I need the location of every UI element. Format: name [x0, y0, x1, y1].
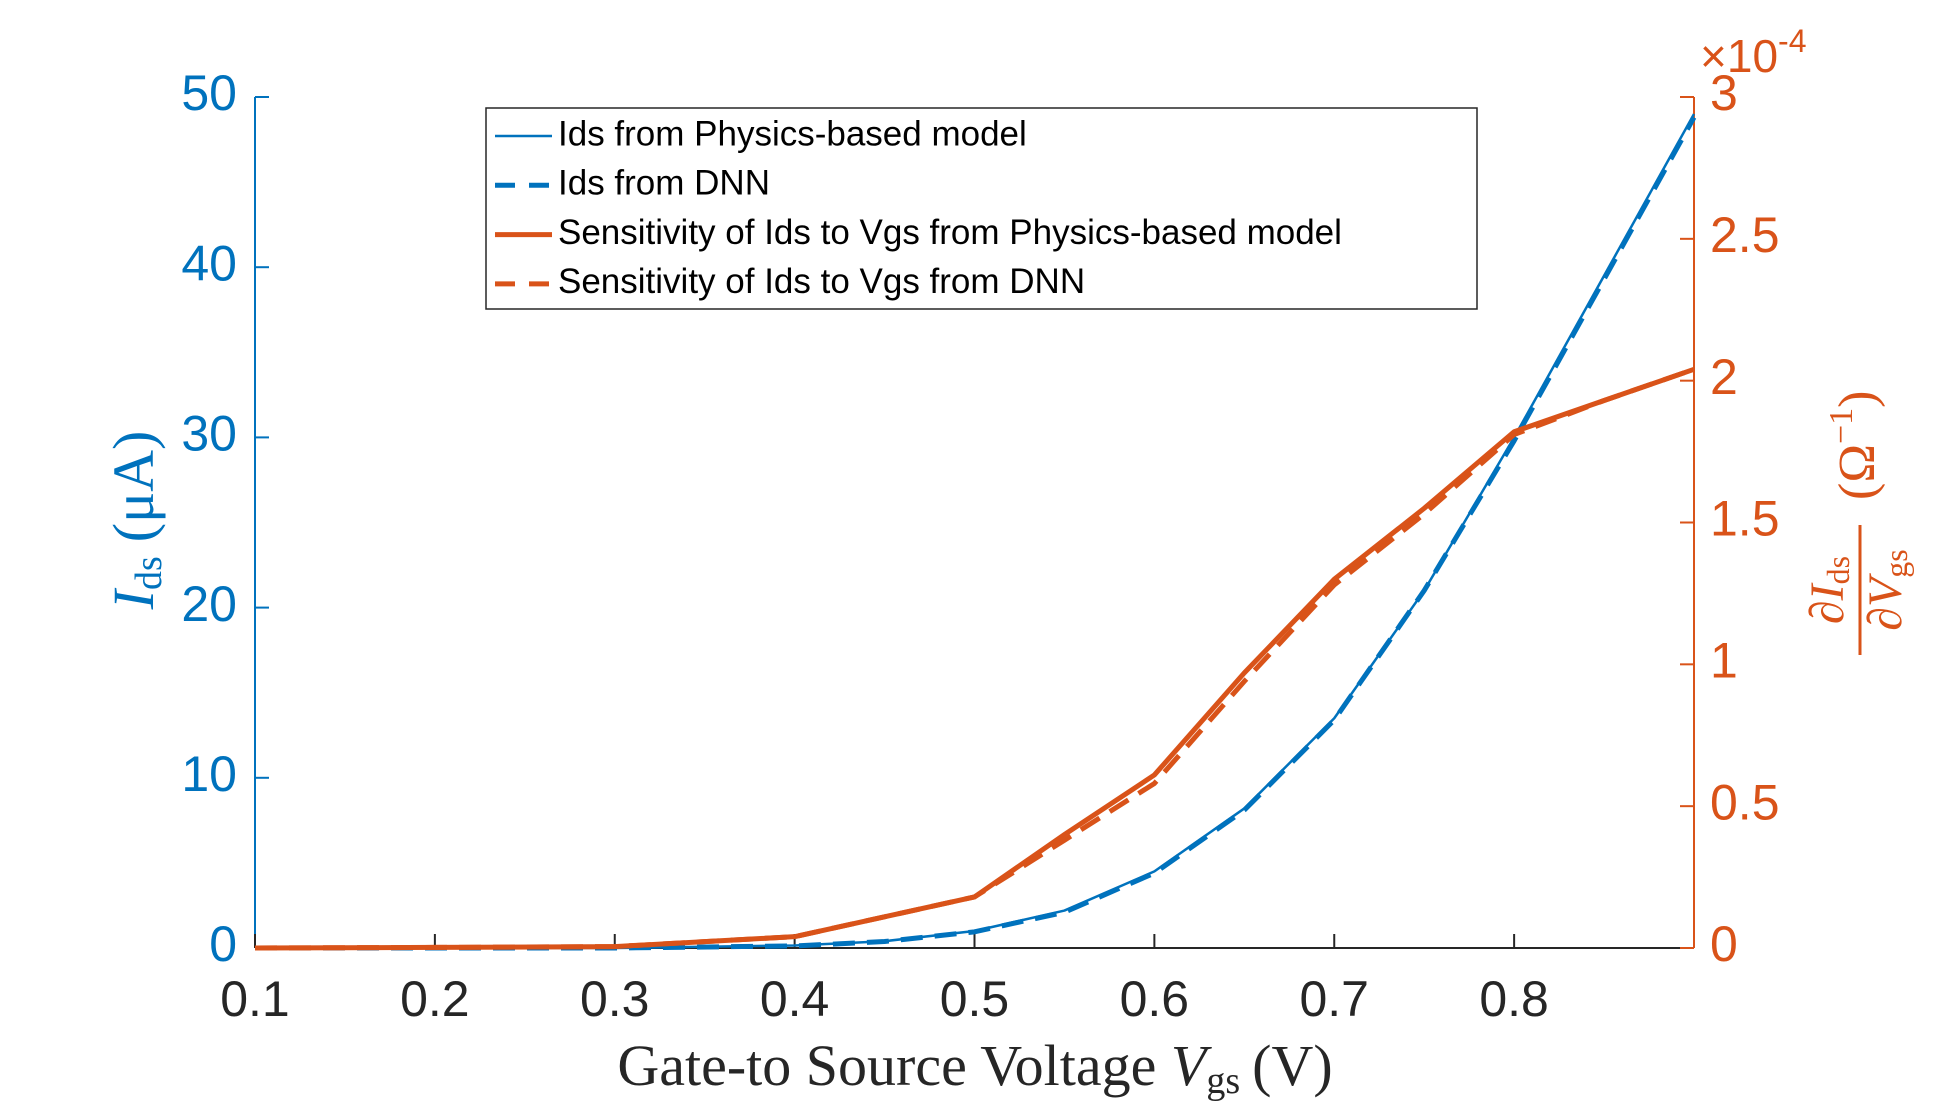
- x-tick-label: 0.3: [580, 971, 650, 1027]
- y-tick-label: 50: [181, 65, 237, 121]
- y2-denominator: ∂V: [1859, 573, 1912, 631]
- legend-label: Ids from Physics-based model: [558, 114, 1027, 153]
- x-axis-label: Gate-to Source Voltage Vgs (V): [617, 1033, 1332, 1101]
- legend-label: Ids from DNN: [558, 164, 770, 203]
- legend-box: [485, 107, 1478, 310]
- y-tick-label: 20: [181, 576, 237, 632]
- y-tick-label: 40: [181, 235, 237, 291]
- y2-tick-label: 3: [1710, 65, 1738, 121]
- y-axis-label: Ids (μA): [101, 431, 169, 611]
- legend-label: Sensitivity of Ids to Vgs from Physics-b…: [558, 213, 1342, 252]
- x-tick-label: 0.5: [940, 971, 1010, 1027]
- y-label-unit: (μA): [101, 431, 166, 543]
- legend: Ids from Physics-based model Ids from DNN…: [485, 107, 1478, 310]
- y2-tick-label: 1.5: [1710, 491, 1780, 547]
- y2-multiplier: ×10-4: [1700, 23, 1806, 82]
- y-label-subscript: ds: [128, 556, 170, 590]
- y2-label-numerator: ∂Ids: [1801, 556, 1856, 624]
- y2-unit-exp: −1: [1823, 408, 1860, 444]
- y2-tick-label: 0: [1710, 916, 1738, 972]
- x-label-text: Gate-to Source Voltage: [617, 1033, 1171, 1098]
- x-label-unit: (V): [1252, 1033, 1333, 1098]
- y-label-symbol: I: [101, 587, 166, 610]
- y2-numerator: ∂I: [1801, 582, 1854, 624]
- y2-unit: (Ω: [1829, 444, 1886, 500]
- y2-unit-close: ): [1829, 391, 1886, 408]
- x-tick-label: 0.4: [760, 971, 830, 1027]
- x-tick-label: 0.2: [400, 971, 470, 1027]
- multiplier-exp: -4: [1778, 23, 1806, 59]
- y2-tick-label: 2: [1710, 349, 1738, 405]
- y2-label-unit: (Ω−1): [1823, 391, 1886, 500]
- y2-tick-label: 2.5: [1710, 207, 1780, 263]
- y2-denominator-sub: gs: [1878, 549, 1914, 577]
- y-tick-label: 0: [209, 916, 237, 972]
- legend-label: Sensitivity of Ids to Vgs from DNN: [558, 262, 1085, 301]
- y2-tick-label: 1: [1710, 633, 1738, 689]
- x-label-symbol: V: [1171, 1033, 1213, 1098]
- x-tick-label: 0.6: [1120, 971, 1190, 1027]
- multiplier-base: ×10: [1700, 30, 1778, 82]
- y-tick-label: 10: [181, 746, 237, 802]
- series-line: [254, 366, 1695, 951]
- y2-numerator-sub: ds: [1820, 556, 1856, 584]
- x-label-subscript: gs: [1206, 1060, 1240, 1102]
- series-line: [254, 366, 1695, 951]
- x-tick-label: 0.1: [220, 971, 290, 1027]
- y2-tick-label: 0.5: [1710, 774, 1780, 830]
- x-tick-label: 0.7: [1299, 971, 1369, 1027]
- x-tick-label: 0.8: [1479, 971, 1549, 1027]
- y2-label-denominator: ∂Vgs: [1859, 549, 1914, 631]
- series-line: [255, 116, 1697, 951]
- y2-axis-label: ∂Ids ∂Vgs (Ω−1): [1801, 391, 1914, 655]
- y-tick-label: 30: [181, 406, 237, 462]
